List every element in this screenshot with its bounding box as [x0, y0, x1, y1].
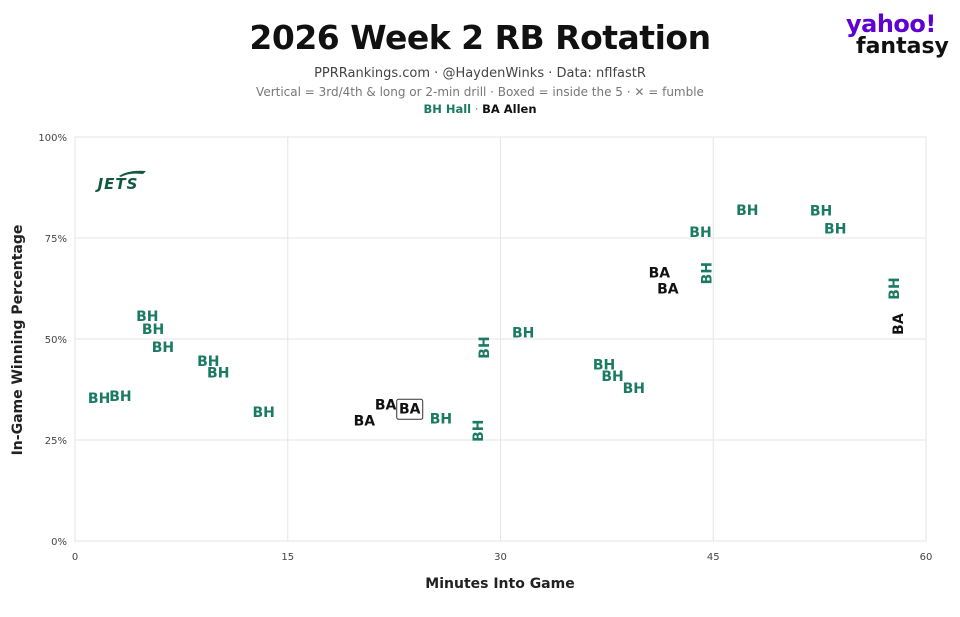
- y-tick-label: 50%: [45, 335, 67, 346]
- chart-title: 2026 Week 2 RB Rotation: [249, 18, 711, 57]
- data-point-bh: BH: [88, 391, 110, 407]
- data-point-label: BH: [689, 225, 711, 241]
- yahoo-fantasy-logo: yahoo! fantasy: [846, 10, 956, 62]
- data-point-bh: BH: [512, 325, 534, 341]
- team-logo-text: JETS: [95, 175, 139, 193]
- data-point-ba: BA: [354, 413, 376, 429]
- legend-separator: ·: [471, 102, 483, 116]
- data-point-bh: BH: [430, 411, 452, 427]
- data-point-label: BA: [891, 313, 907, 335]
- data-point-label: BA: [399, 401, 421, 417]
- data-point-label: BH: [109, 389, 131, 405]
- data-point-bh: BH: [471, 420, 487, 442]
- data-point-label: BH: [593, 357, 615, 373]
- data-point-label: BH: [887, 277, 903, 299]
- data-point-label: BH: [207, 366, 229, 382]
- data-point-label: BH: [700, 262, 716, 284]
- data-point-ba: BA: [375, 398, 397, 414]
- yahoo-logo-text: yahoo!: [846, 10, 936, 38]
- chart-subtitle: PPRRankings.com · @HaydenWinks · Data: n…: [314, 66, 646, 81]
- data-point-label: BA: [375, 398, 397, 414]
- data-point-bh: BH: [689, 225, 711, 241]
- data-point-ba: BA: [396, 398, 424, 420]
- legend-item-allen: BA Allen: [482, 102, 537, 116]
- data-point-label: BH: [152, 340, 174, 356]
- data-point-bh: BH: [197, 354, 219, 370]
- data-point-ba: BA: [649, 266, 671, 282]
- data-point-bh: BH: [736, 203, 758, 219]
- team-logo-swoosh: [119, 170, 146, 177]
- y-tick-label: 100%: [38, 133, 67, 144]
- data-point-bh: BH: [109, 389, 131, 405]
- y-tick-label: 75%: [45, 234, 67, 245]
- data-point-bh: BH: [810, 204, 832, 220]
- x-tick-label: 30: [494, 552, 507, 563]
- data-point-label: BH: [512, 325, 534, 341]
- x-tick-label: 45: [707, 552, 720, 563]
- inside-five-box: [396, 398, 424, 420]
- data-point-label: BH: [824, 222, 846, 238]
- x-tick-label: 0: [72, 552, 78, 563]
- data-point-label: BH: [430, 411, 452, 427]
- data-point-bh: BH: [601, 369, 623, 385]
- data-point-bh: BH: [700, 262, 716, 284]
- data-point-bh: BH: [824, 222, 846, 238]
- data-point-label: BH: [623, 381, 645, 397]
- legend: BH Hall · BA Allen: [0, 102, 960, 116]
- grid: [74, 136, 927, 542]
- x-axis-label: Minutes Into Game: [425, 576, 575, 592]
- x-tick-label: 15: [281, 552, 294, 563]
- data-point-label: BA: [354, 413, 376, 429]
- y-tick-label: 0%: [51, 537, 67, 548]
- data-point-label: BH: [136, 309, 158, 325]
- team-logo: JETS: [95, 170, 146, 193]
- data-point-bh: BH: [477, 336, 493, 358]
- data-point-label: BH: [477, 336, 493, 358]
- data-point-label: BH: [88, 391, 110, 407]
- data-point-label: BH: [197, 354, 219, 370]
- data-point-label: BH: [736, 203, 758, 219]
- legend-item-hall: BH Hall: [423, 102, 472, 116]
- y-tick-label: 25%: [45, 436, 67, 447]
- data-point-label: BH: [142, 322, 164, 338]
- data-point-ba: BA: [657, 282, 679, 298]
- data-point-bh: BH: [593, 357, 615, 373]
- data-point-label: BA: [657, 282, 679, 298]
- data-point-bh: BH: [136, 309, 158, 325]
- data-point-bh: BH: [152, 340, 174, 356]
- data-point-bh: BH: [887, 277, 903, 299]
- chart-note: Vertical = 3rd/4th & long or 2-min drill…: [256, 85, 704, 99]
- data-point-label: BH: [471, 420, 487, 442]
- data-point-label: BH: [810, 204, 832, 220]
- x-tick-label: 60: [920, 552, 933, 563]
- data-point-bh: BH: [142, 322, 164, 338]
- data-point-bh: BH: [623, 381, 645, 397]
- data-point-label: BH: [601, 369, 623, 385]
- data-point-ba: BA: [891, 313, 907, 335]
- data-point-bh: BH: [207, 366, 229, 382]
- axis-ticks: 0 15 30 45 60 0% 25% 50% 75% 100%: [38, 133, 932, 563]
- fantasy-logo-text: fantasy: [856, 34, 949, 59]
- data-point-label: BH: [252, 405, 274, 421]
- data-point-label: BA: [649, 266, 671, 282]
- data-point-bh: BH: [252, 405, 274, 421]
